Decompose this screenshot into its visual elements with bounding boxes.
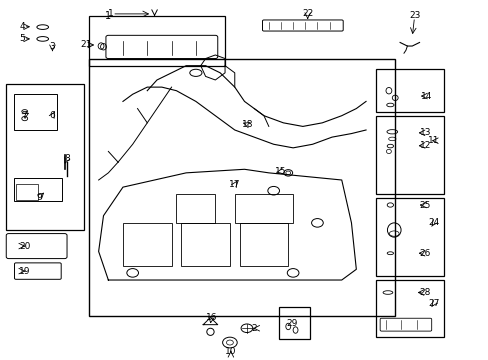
Text: 6: 6	[49, 111, 55, 120]
Text: 9: 9	[37, 193, 42, 202]
Text: 21: 21	[81, 40, 92, 49]
Bar	[375, 280, 443, 337]
Text: 14: 14	[420, 91, 432, 100]
Bar	[6, 84, 84, 230]
Text: 7: 7	[21, 111, 27, 120]
Text: 1: 1	[108, 9, 113, 18]
Text: 13: 13	[419, 129, 430, 138]
Text: 12: 12	[419, 141, 430, 150]
Text: 22: 22	[302, 9, 313, 18]
Text: 8: 8	[64, 154, 70, 163]
Text: 23: 23	[408, 11, 420, 20]
Text: 10: 10	[224, 347, 236, 356]
Text: 19: 19	[19, 267, 30, 276]
Text: 24: 24	[427, 219, 439, 228]
Text: 17: 17	[228, 180, 240, 189]
Text: 20: 20	[19, 242, 30, 251]
Text: 4: 4	[20, 22, 25, 31]
Bar	[89, 16, 224, 66]
Text: 5: 5	[20, 35, 25, 44]
Bar	[181, 223, 229, 266]
Bar	[375, 69, 443, 112]
Text: 27: 27	[427, 299, 439, 308]
Bar	[375, 116, 443, 194]
Bar	[239, 223, 287, 266]
Bar	[122, 223, 171, 266]
Bar	[375, 198, 443, 276]
Bar	[14, 94, 57, 130]
Text: 28: 28	[419, 288, 430, 297]
Bar	[14, 178, 62, 202]
Text: 18: 18	[242, 120, 253, 129]
Text: 2: 2	[251, 324, 257, 333]
Bar	[176, 194, 215, 223]
Text: 29: 29	[286, 319, 297, 328]
Text: 26: 26	[419, 249, 430, 258]
Text: 3: 3	[49, 41, 55, 50]
Bar	[234, 194, 292, 223]
Text: 11: 11	[427, 136, 439, 145]
Text: 15: 15	[275, 167, 286, 176]
Bar	[16, 184, 38, 200]
Text: 16: 16	[205, 313, 217, 322]
Text: 1: 1	[105, 11, 111, 21]
Bar	[89, 59, 394, 316]
Text: 25: 25	[419, 201, 430, 210]
Bar	[278, 307, 309, 339]
